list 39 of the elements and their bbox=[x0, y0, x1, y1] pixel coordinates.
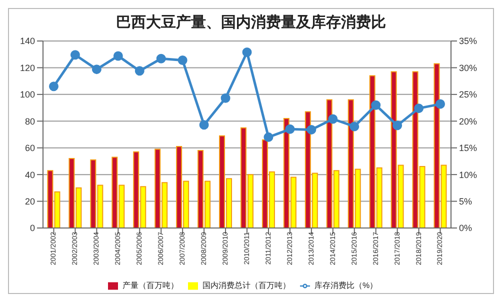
y2-tick-label: 30% bbox=[459, 62, 478, 73]
legend-label: 国内消费总计（百万吨） bbox=[202, 281, 290, 290]
point bbox=[92, 64, 102, 74]
point bbox=[113, 51, 123, 61]
y2-tick-label: 20% bbox=[459, 116, 478, 126]
y-tick-label: 0 bbox=[30, 223, 35, 234]
point bbox=[285, 124, 295, 134]
point bbox=[178, 55, 188, 65]
point bbox=[70, 50, 80, 60]
point bbox=[328, 114, 338, 124]
y-tick-label: 80 bbox=[24, 116, 35, 126]
y2-tick-label: 15% bbox=[459, 143, 478, 154]
point bbox=[242, 47, 252, 57]
y2-tick-label: 35% bbox=[459, 36, 478, 46]
legend-label: 产量（百万吨） bbox=[122, 281, 178, 290]
point bbox=[436, 99, 446, 109]
y-tick-label: 40 bbox=[24, 170, 35, 180]
y-tick-label: 20 bbox=[24, 196, 35, 206]
point bbox=[350, 122, 360, 132]
point bbox=[371, 100, 381, 110]
y2-tick-label: 5% bbox=[459, 196, 472, 206]
point bbox=[264, 132, 274, 142]
chart-title: 巴西大豆产量、国内消费量及库存消费比 bbox=[115, 12, 387, 33]
point bbox=[156, 54, 166, 64]
point bbox=[48, 82, 58, 92]
y-tick-label: 60 bbox=[24, 143, 35, 154]
legend-label: 库存消费比（%） bbox=[314, 281, 378, 290]
point bbox=[306, 124, 316, 134]
y2-tick-label: 10% bbox=[459, 170, 478, 180]
point bbox=[392, 120, 402, 130]
point bbox=[220, 93, 230, 103]
y-tick-label: 120 bbox=[20, 62, 35, 73]
y2-tick-label: 25% bbox=[459, 90, 478, 100]
point bbox=[134, 66, 144, 76]
y2-tick-label: 0% bbox=[459, 223, 472, 234]
point bbox=[414, 104, 424, 114]
y-tick-label: 100 bbox=[20, 90, 35, 100]
point bbox=[199, 120, 209, 130]
y-tick-label: 140 bbox=[20, 36, 35, 46]
